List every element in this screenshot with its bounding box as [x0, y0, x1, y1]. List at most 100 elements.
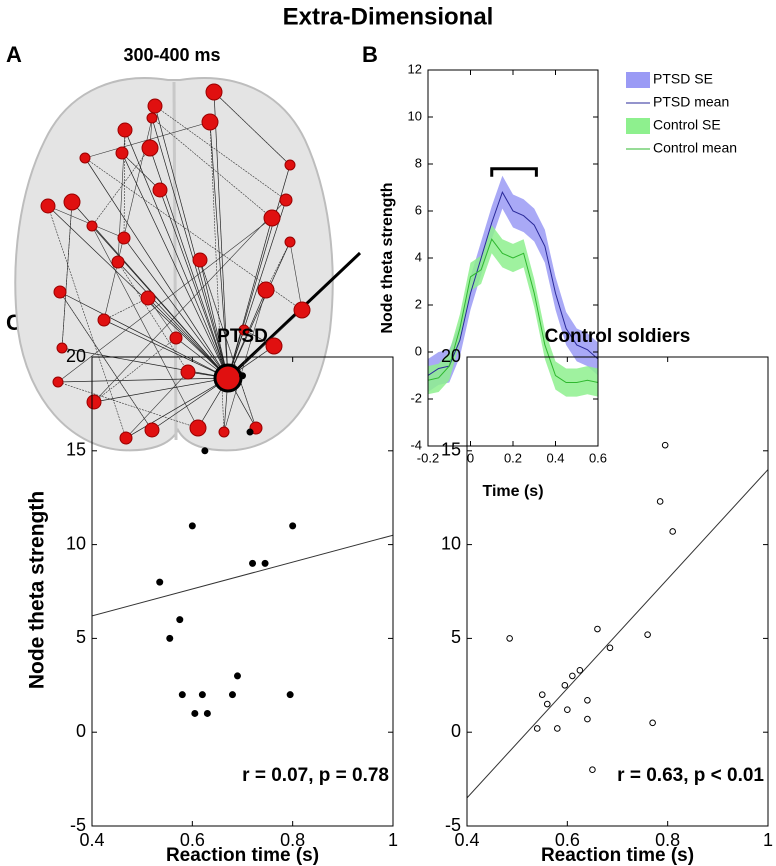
- node: [293, 301, 311, 319]
- x-tick-label: 1: [763, 830, 773, 850]
- point: [656, 498, 664, 505]
- plot-area: [92, 372, 393, 717]
- node: [189, 419, 207, 437]
- node: [40, 198, 56, 214]
- x-tick-label: 0.6: [555, 830, 580, 850]
- node: [63, 193, 81, 211]
- node: [152, 182, 168, 198]
- y-tick-label: -5: [70, 815, 86, 835]
- mean-line: [428, 190, 598, 376]
- x-axis-label: Reaction time (s): [541, 845, 694, 866]
- chart: r = 0.63, p < 0.01 0.4 0.6 0.8 1 -5 0 5 10 15 20 Co…: [441, 326, 773, 866]
- node: [117, 231, 131, 245]
- connection: [199, 259, 229, 379]
- connection: [121, 152, 161, 191]
- se-band: [428, 225, 598, 397]
- connection: [117, 261, 189, 373]
- connection: [93, 337, 177, 403]
- plot-area: [428, 175, 598, 397]
- point: [649, 719, 656, 727]
- y-tick-label: 20: [441, 346, 461, 366]
- y-tick-label: 10: [66, 533, 86, 553]
- connection: [103, 297, 149, 321]
- point: [584, 697, 591, 704]
- chart-title: Control soldiers: [545, 326, 691, 347]
- axes-box: [466, 356, 769, 827]
- connection: [59, 291, 153, 431]
- connection: [213, 91, 229, 379]
- node: [111, 255, 125, 269]
- point: [289, 522, 297, 530]
- connection: [93, 377, 229, 403]
- point: [606, 644, 614, 652]
- point: [246, 428, 254, 436]
- y-tick-label: 12: [408, 61, 422, 76]
- point: [156, 578, 164, 586]
- y-axis-label: Node theta strength: [26, 491, 49, 689]
- point: [239, 372, 246, 380]
- connection: [61, 347, 229, 379]
- y-tick-label: 0: [76, 721, 86, 741]
- mean-line: [428, 238, 598, 384]
- point: [669, 528, 676, 535]
- connection: [57, 217, 273, 383]
- chart-title: PTSD: [217, 326, 268, 347]
- point: [261, 559, 269, 567]
- connection: [61, 201, 73, 349]
- node: [115, 146, 129, 160]
- x-tick-label: 0.8: [655, 830, 680, 850]
- connection: [57, 377, 229, 383]
- point: [228, 691, 236, 699]
- y-tick-label: 5: [451, 627, 461, 647]
- connection: [227, 309, 303, 379]
- node: [79, 152, 91, 164]
- point: [198, 691, 206, 699]
- point: [233, 672, 241, 680]
- node: [257, 281, 275, 299]
- y-tick-label: -4: [410, 437, 422, 452]
- x-tick-label: 1: [388, 830, 398, 850]
- connection: [125, 371, 189, 439]
- legend-swatch: [626, 118, 650, 134]
- annotation: r = 0.07, p = 0.78: [242, 765, 389, 786]
- node: [279, 193, 293, 207]
- y-tick-label: 0: [415, 343, 422, 358]
- point: [576, 666, 584, 674]
- connection: [124, 129, 229, 379]
- y-tick-label: 20: [66, 346, 86, 366]
- connection: [199, 259, 257, 429]
- y-tick-label: 0: [451, 721, 461, 741]
- connection: [84, 157, 229, 379]
- node: [284, 236, 296, 248]
- point: [594, 625, 601, 633]
- point: [584, 715, 591, 723]
- node: [238, 324, 250, 336]
- point: [166, 634, 174, 642]
- y-axis-label: Node theta strength: [379, 182, 396, 333]
- point: [176, 616, 184, 624]
- x-tick-label: 0.8: [280, 830, 305, 850]
- x-tick-label: 0.4: [546, 450, 564, 465]
- legend-label: PTSD mean: [653, 94, 729, 110]
- node: [265, 337, 283, 355]
- point: [286, 691, 294, 699]
- node: [263, 209, 281, 227]
- x-tick-label: 0.6: [180, 830, 205, 850]
- point: [569, 672, 576, 680]
- chart: r = 0.07, p = 0.78 0.4 0.6 0.8 1 -5 0 5 10 15 20 PT…: [26, 326, 398, 866]
- connection: [147, 297, 177, 339]
- y-tick-label: 10: [441, 533, 461, 553]
- node: [119, 431, 133, 445]
- brain-title: 300-400 ms: [123, 45, 220, 65]
- connection: [91, 225, 229, 379]
- point: [533, 725, 541, 732]
- y-tick-label: 2: [415, 296, 422, 311]
- node: [192, 252, 208, 268]
- connection: [117, 261, 229, 379]
- node: [180, 364, 196, 380]
- y-tick-label: -2: [410, 390, 422, 405]
- significance-bracket: [490, 167, 538, 177]
- point: [178, 691, 186, 699]
- connection: [123, 237, 229, 379]
